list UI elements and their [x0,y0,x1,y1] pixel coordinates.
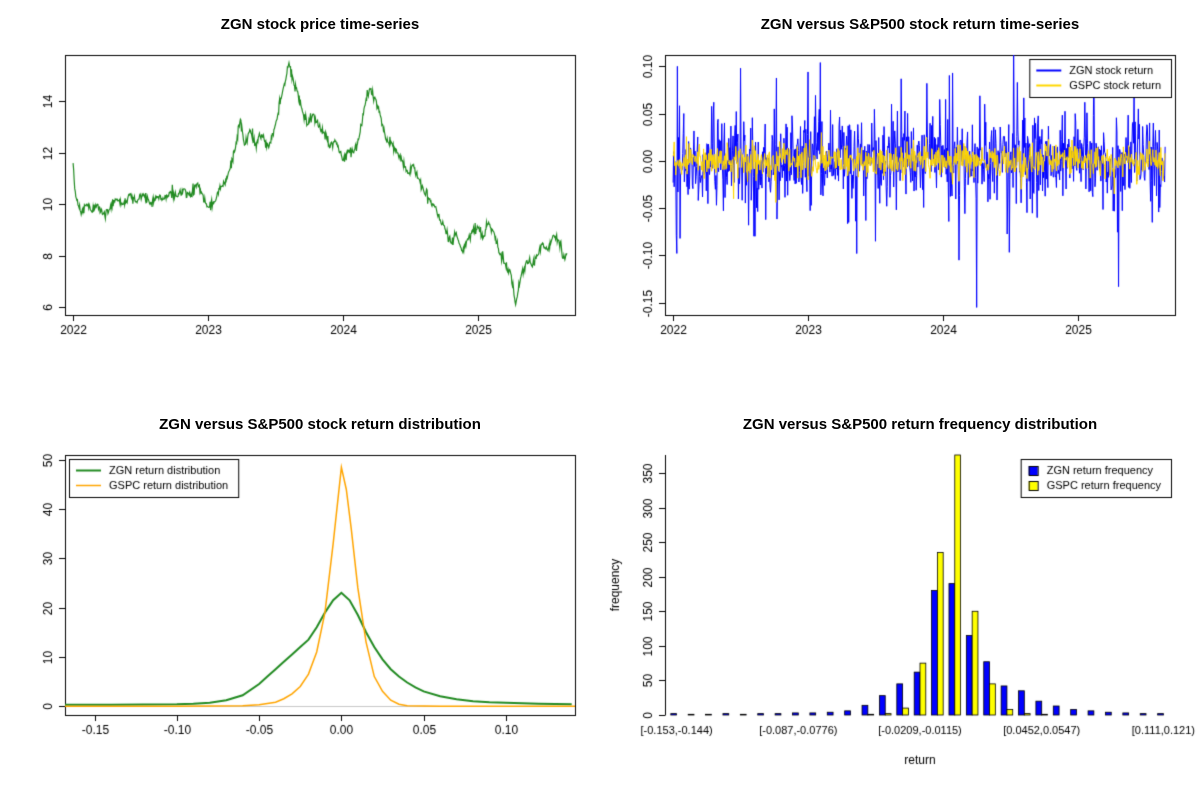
returns-time-series-chart: ZGN versus S&P500 stock return time-seri… [600,0,1200,400]
returns-chart-title: ZGN versus S&P500 stock return time-seri… [760,16,1080,33]
price-chart-title: ZGN stock price time-series [220,16,420,33]
histogram-chart-canvas [600,400,1200,800]
histogram-chart-title: ZGN versus S&P500 return frequency distr… [742,416,1098,433]
density-chart-canvas [0,400,600,800]
density-chart-title: ZGN versus S&P500 stock return distribut… [159,416,481,433]
return-frequency-chart: ZGN versus S&P500 return frequency distr… [600,400,1200,800]
price-time-series-chart: ZGN stock price time-series [0,0,600,400]
price-chart-canvas [0,0,600,400]
returns-chart-canvas [600,0,1200,400]
return-distribution-chart: ZGN versus S&P500 stock return distribut… [0,400,600,800]
